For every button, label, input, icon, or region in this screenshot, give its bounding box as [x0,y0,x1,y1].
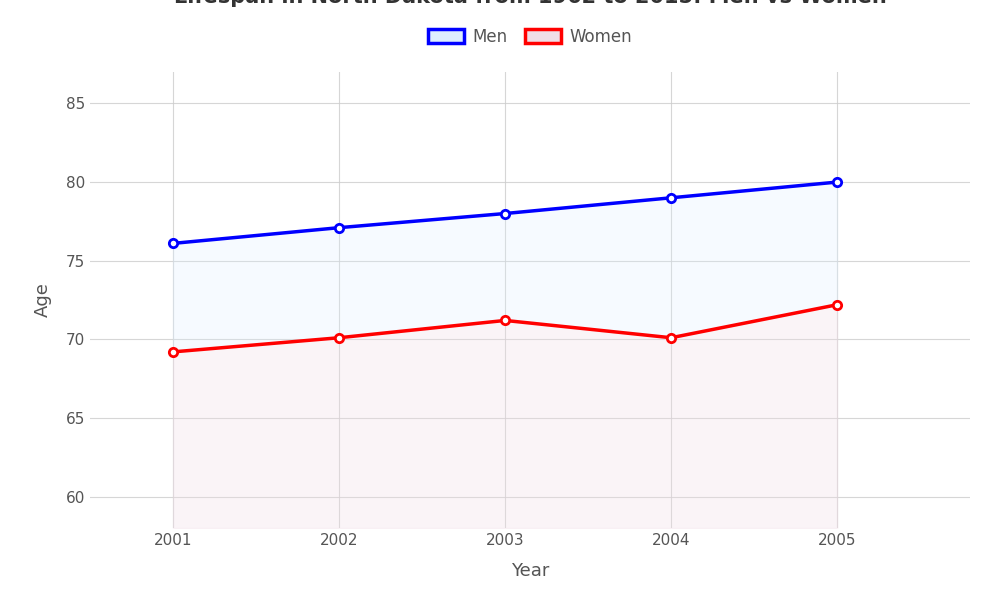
Y-axis label: Age: Age [34,283,52,317]
X-axis label: Year: Year [511,562,549,580]
Title: Lifespan in North Dakota from 1962 to 2015: Men vs Women: Lifespan in North Dakota from 1962 to 20… [174,0,886,7]
Legend: Men, Women: Men, Women [421,21,639,52]
